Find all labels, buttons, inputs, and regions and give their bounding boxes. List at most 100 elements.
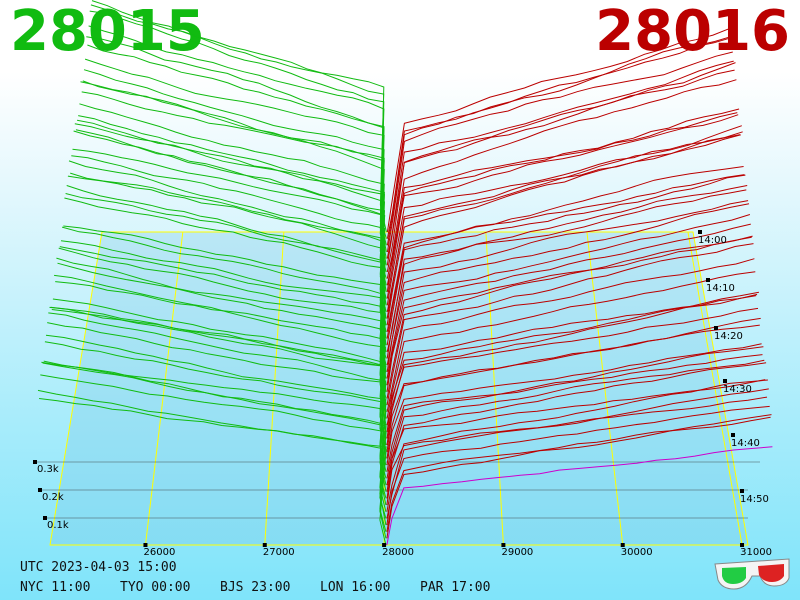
chart-floor: [49, 231, 749, 546]
ask-depth-line: [386, 293, 758, 432]
time-tick-label: 14:00: [698, 235, 727, 246]
ask-depth-line: [386, 60, 734, 259]
bid-depth-line: [78, 115, 387, 313]
ask-depth-line: [386, 416, 771, 532]
ask-depth-line: [386, 354, 763, 472]
time-tick-mark: [723, 379, 727, 383]
bid-depth-line: [70, 172, 387, 359]
bid-price: 28015: [10, 0, 205, 64]
time-tick-label: 14:20: [714, 331, 743, 342]
ask-depth-line: [386, 343, 762, 466]
bid-depth-line: [48, 312, 387, 486]
bid-depth-line: [90, 4, 387, 239]
ask-depth-line: [386, 271, 756, 419]
x-tick-mark: [143, 543, 148, 547]
x-tick-mark: [620, 543, 625, 547]
clock-nyc: NYC 11:00: [20, 580, 91, 595]
ask-depth-line: [386, 108, 740, 299]
ask-depth-line: [386, 79, 737, 279]
ask-depth-line: [386, 174, 746, 346]
ask-depth-line: [386, 223, 751, 386]
bid-depth-line: [79, 103, 387, 306]
ask-depth-line: [386, 307, 759, 439]
ask-depth-line: [386, 236, 752, 392]
bid-depth-line: [88, 25, 387, 253]
ask-depth-line: [386, 317, 761, 459]
ask-depth-line: [386, 214, 751, 379]
ask-depth-line: [386, 446, 773, 546]
bid-depth-line: [84, 58, 387, 273]
bid-depth-line: [73, 130, 387, 339]
ask-depth-line: [386, 189, 747, 353]
clock-tyo: TYO 00:00: [120, 580, 191, 595]
ask-depth-line: [386, 62, 736, 273]
bid-depth-line: [91, 0, 387, 233]
x-gridline: [485, 231, 504, 546]
ask-depth-line: [386, 414, 772, 539]
bid-depth-line: [39, 398, 387, 539]
clock-par: PAR 17:00: [420, 580, 491, 595]
ask-depth-line: [386, 185, 748, 359]
bid-depth-line: [51, 309, 387, 466]
bid-depth-line: [64, 197, 387, 392]
ask-depth-line: [386, 27, 731, 233]
x-tick-mark: [382, 543, 387, 547]
z-tick-label: 0.3k: [37, 464, 59, 475]
ask-depth-line: [386, 388, 769, 519]
bid-depth-line: [83, 69, 387, 279]
x-gridline: [264, 231, 285, 546]
bid-depth-line: [67, 175, 387, 372]
clock-lon: LON 16:00: [320, 580, 391, 595]
x-tick-label: 29000: [501, 547, 533, 558]
utc-time: UTC 2023-04-03 15:00: [20, 560, 177, 575]
ask-depth-line: [386, 134, 742, 312]
bid-depth-line: [89, 10, 387, 246]
ask-depth-line: [386, 359, 765, 486]
bid-depth-line: [71, 155, 387, 353]
ask-depth-line: [386, 396, 768, 506]
ask-depth-line: [386, 35, 733, 246]
bid-depth-line: [49, 306, 387, 479]
x-tick-mark: [262, 543, 267, 547]
time-tick-mark: [706, 278, 710, 282]
ask-depth-line: [386, 405, 770, 526]
ask-depth-line: [386, 362, 767, 499]
ask-depth-line: [386, 291, 759, 446]
ask-depth-line: [386, 203, 750, 372]
ask-depth-line: [386, 174, 745, 339]
time-tick-label: 14:50: [740, 494, 769, 505]
ask-depth-line: [386, 200, 749, 366]
clock-bjs: BJS 23:00: [220, 580, 291, 595]
x-tick-mark: [501, 543, 506, 547]
bid-depth-line: [80, 81, 387, 299]
ask-depth-line: [386, 379, 768, 512]
ask-depth-line: [386, 37, 732, 239]
bid-depth-line: [77, 119, 387, 319]
ask-depth-line: [386, 125, 742, 319]
bid-depth-line: [41, 361, 387, 526]
bid-depth-line: [57, 262, 387, 432]
bid-depth-line: [68, 160, 387, 366]
bid-depth-line: [87, 44, 387, 259]
ask-depth-line: [386, 51, 733, 253]
time-tick-mark: [714, 326, 718, 330]
bid-depth-line: [58, 247, 387, 426]
ask-depth-line: [386, 346, 764, 479]
z-tick-mark: [33, 460, 37, 464]
x-tick-label: 26000: [144, 547, 176, 558]
time-tick-mark: [731, 433, 735, 437]
ask-depth-line: [386, 69, 735, 266]
bid-depth-line: [66, 185, 387, 379]
bid-depth-line: [40, 374, 387, 532]
x-tick-label: 31000: [740, 547, 772, 558]
bid-depth-line: [63, 225, 387, 399]
3d-glasses-icon[interactable]: [712, 556, 792, 592]
ask-depth-line: [386, 235, 753, 399]
z-tick-label: 0.1k: [47, 520, 69, 531]
x-tick-label: 30000: [621, 547, 653, 558]
bid-depth-line: [44, 341, 387, 506]
bid-depth-line: [74, 123, 387, 333]
ask-price: 28016: [595, 0, 790, 64]
bid-depth-line: [47, 322, 387, 492]
